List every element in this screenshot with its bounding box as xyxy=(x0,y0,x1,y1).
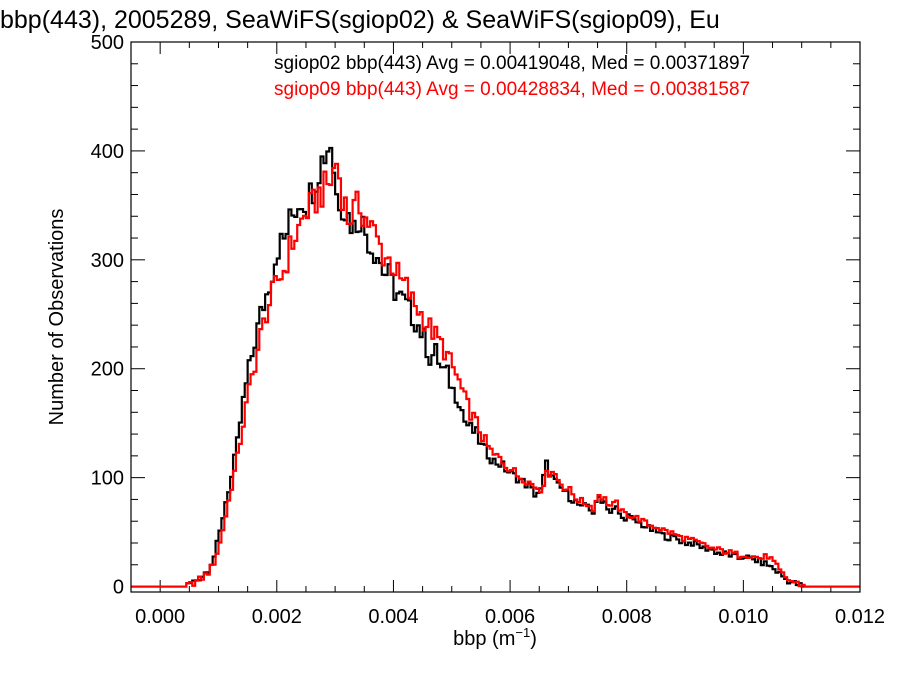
y-axis-ticks: 0 100 200 300 400 500 xyxy=(91,32,860,599)
x-tick-label: 0.010 xyxy=(718,606,768,628)
x-axis-label-close: ) xyxy=(530,628,537,650)
x-tick-label: 0.002 xyxy=(252,606,302,628)
legend-entry-sgiop02: sgiop02 bbp(443) Avg = 0.00419048, Med =… xyxy=(274,53,750,74)
x-tick-label: 0.000 xyxy=(135,606,185,628)
legend: sgiop02 bbp(443) Avg = 0.00419048, Med =… xyxy=(274,53,750,100)
x-axis-label-text: bbp (m xyxy=(453,628,515,650)
plot-frame xyxy=(130,41,861,593)
x-axis-ticks: 0.000 0.002 0.004 0.006 0.008 0.010 0.012 xyxy=(135,42,885,628)
y-tick-label: 300 xyxy=(91,250,124,272)
series-group xyxy=(131,146,860,588)
series-line-sgiop09 xyxy=(131,162,860,588)
chart-title: bbp(443), 2005289, SeaWiFS(sgiop02) & Se… xyxy=(0,6,720,34)
x-tick-label: 0.008 xyxy=(602,606,652,628)
x-axis-label-superscript: −1 xyxy=(515,625,530,640)
y-tick-label: 500 xyxy=(91,32,124,54)
y-tick-label: 100 xyxy=(91,468,124,490)
x-axis-label: bbp (m−1) xyxy=(453,625,537,650)
series-line-sgiop02 xyxy=(131,146,860,588)
x-tick-label: 0.006 xyxy=(485,606,535,628)
x-tick-label: 0.012 xyxy=(835,606,885,628)
x-tick-label: 0.004 xyxy=(368,606,418,628)
y-axis-label: Number of Observations xyxy=(46,209,68,426)
y-tick-label: 400 xyxy=(91,141,124,163)
y-tick-label: 0 xyxy=(113,577,124,599)
legend-entry-sgiop09: sgiop09 bbp(443) Avg = 0.00428834, Med =… xyxy=(274,79,750,100)
y-tick-label: 200 xyxy=(91,359,124,381)
